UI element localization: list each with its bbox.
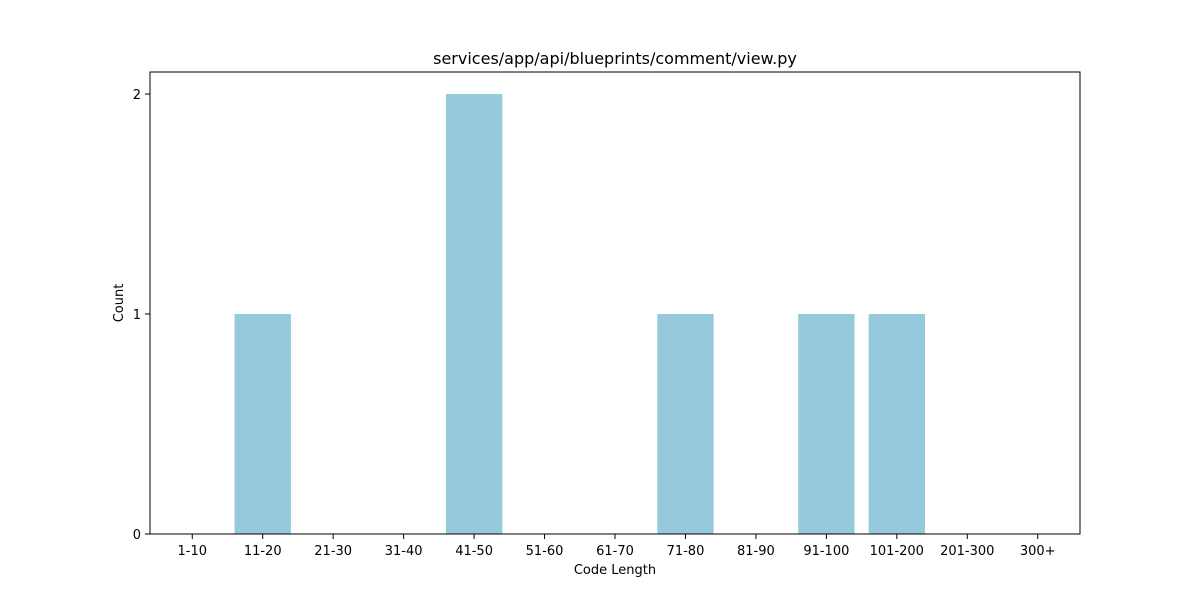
- x-tick-label: 11-20: [244, 544, 282, 559]
- x-tick-label: 41-50: [455, 544, 493, 559]
- x-axis-ticks: 1-10 11-20 21-30 31-40 41-50 51-60 61-70 71-80 8…: [178, 534, 1056, 559]
- y-tick-label: 2: [133, 88, 141, 103]
- chart-title: services/app/api/blueprints/comment/view…: [433, 49, 797, 68]
- x-tick-label: 201-300: [940, 544, 994, 559]
- y-axis-label: Count: [112, 284, 127, 323]
- y-tick-label: 0: [133, 528, 141, 543]
- x-tick-label: 1-10: [178, 544, 208, 559]
- bar-91-100: [798, 314, 855, 534]
- x-tick-label: 101-200: [870, 544, 924, 559]
- bars-group: [234, 94, 925, 534]
- y-tick-label: 1: [133, 308, 141, 323]
- bar-71-80: [657, 314, 714, 534]
- x-tick-label: 51-60: [526, 544, 564, 559]
- bar-41-50: [445, 94, 503, 534]
- y-axis-ticks: 0 1 2: [133, 88, 150, 543]
- x-axis-label: Code Length: [574, 563, 656, 578]
- bar-101-200: [868, 314, 925, 534]
- bar-11-20: [234, 314, 291, 534]
- x-tick-label: 81-90: [737, 544, 775, 559]
- x-tick-label: 300+: [1020, 544, 1056, 559]
- x-tick-label: 71-80: [667, 544, 705, 559]
- x-tick-label: 91-100: [803, 544, 849, 559]
- x-tick-label: 61-70: [596, 544, 634, 559]
- x-tick-label: 21-30: [314, 544, 352, 559]
- x-tick-label: 31-40: [385, 544, 423, 559]
